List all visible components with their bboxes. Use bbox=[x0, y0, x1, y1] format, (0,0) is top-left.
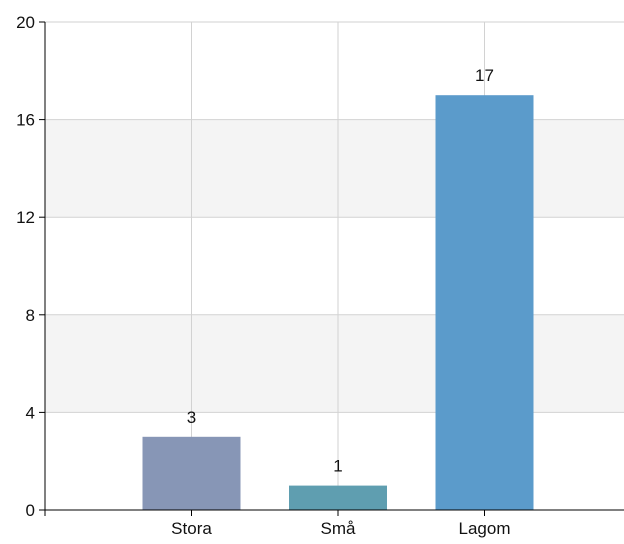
y-tick-label: 0 bbox=[26, 501, 35, 520]
bars bbox=[142, 95, 534, 510]
bar-value-label: 1 bbox=[333, 457, 342, 476]
alternating-bands bbox=[45, 119, 624, 413]
y-tick-label: 16 bbox=[16, 111, 35, 130]
x-axis-labels: Stora Små Lagom bbox=[171, 510, 510, 538]
bar-små bbox=[289, 485, 387, 510]
bar-value-label: 3 bbox=[187, 408, 196, 427]
y-tick-label: 4 bbox=[26, 403, 35, 422]
bar-value-label: 17 bbox=[475, 66, 494, 85]
y-axis-ticks: 0 4 8 12 16 20 bbox=[16, 13, 45, 520]
y-tick-label: 8 bbox=[26, 306, 35, 325]
x-tick-label: Lagom bbox=[459, 519, 511, 538]
x-tick-label: Små bbox=[321, 519, 357, 538]
y-tick-label: 12 bbox=[16, 208, 35, 227]
bar-stora bbox=[142, 436, 241, 510]
bar-lagom bbox=[435, 95, 534, 510]
x-tick-label: Stora bbox=[171, 519, 212, 538]
grid-band bbox=[45, 314, 624, 413]
gridlines bbox=[45, 21, 624, 510]
axes bbox=[39, 22, 624, 516]
grid-band bbox=[45, 119, 624, 218]
bar-value-labels: 3 1 17 bbox=[187, 66, 494, 475]
y-tick-label: 20 bbox=[16, 13, 35, 32]
